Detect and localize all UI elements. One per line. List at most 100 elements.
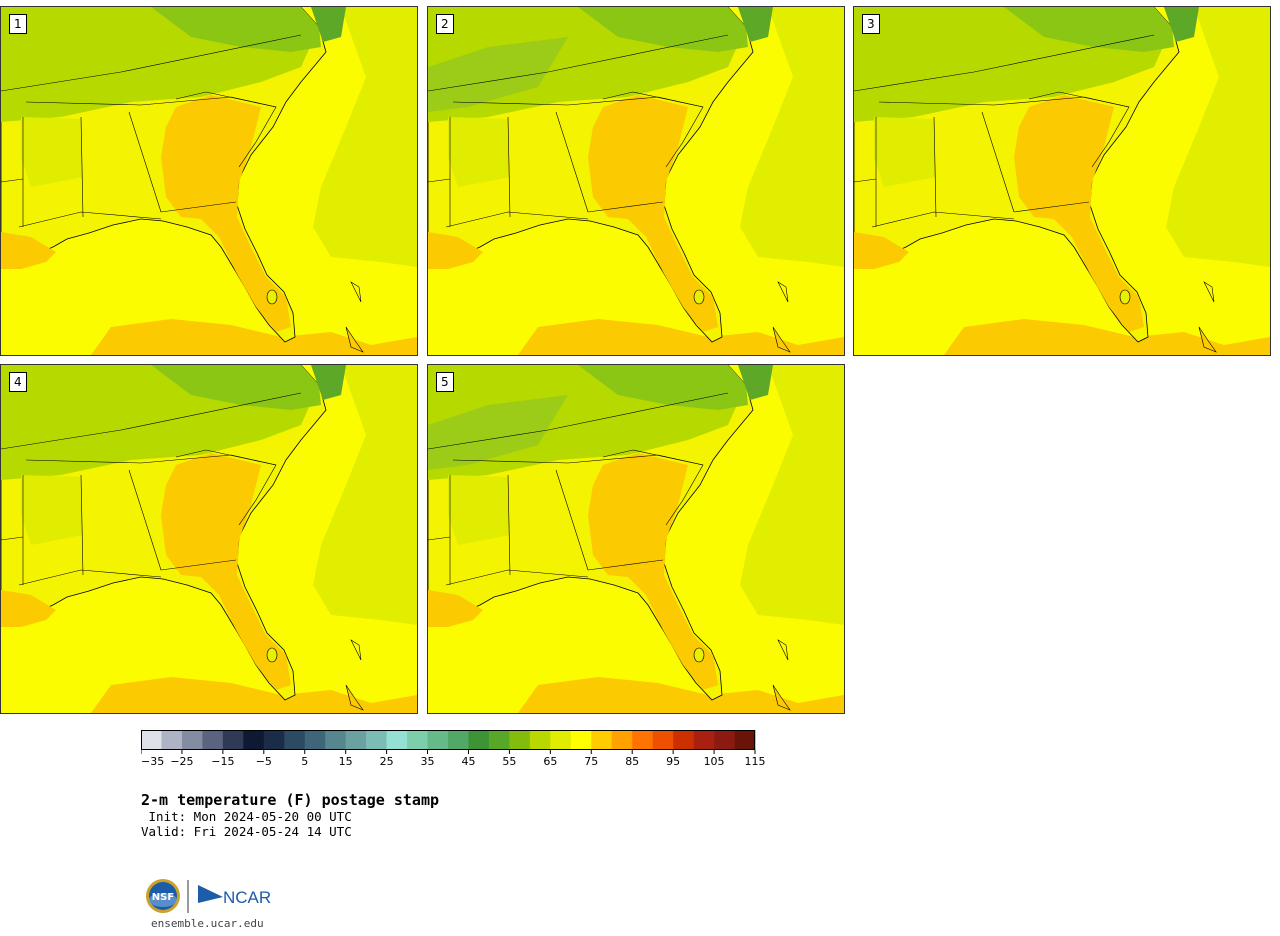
colorbar-swatch xyxy=(243,730,265,750)
colorbar-swatch xyxy=(734,730,756,750)
atlantic-cool-band xyxy=(740,7,844,267)
colorbar-tick-label: −5 xyxy=(256,755,272,768)
state-border xyxy=(18,211,162,228)
state-border xyxy=(602,91,704,168)
state-border xyxy=(80,116,84,218)
member-panel-3: 3 xyxy=(853,6,1271,356)
colorbar-swatch xyxy=(468,730,490,750)
warm-interior-region xyxy=(588,453,718,690)
colorbar-swatch xyxy=(161,730,183,750)
member-panel-2: 2 xyxy=(427,6,845,356)
state-border xyxy=(428,178,451,183)
colorbar-swatch xyxy=(345,730,367,750)
colorbar-swatch xyxy=(693,730,715,750)
colorbar-swatch xyxy=(263,730,285,750)
state-border xyxy=(1,392,302,450)
bahamas-island xyxy=(350,281,362,303)
colorbar-swatch xyxy=(181,730,203,750)
west-cool-region xyxy=(428,37,568,112)
panel-label-5: 5 xyxy=(436,372,454,392)
state-border xyxy=(507,116,511,218)
member-panel-1: 1 xyxy=(0,6,418,356)
warm-interior-region xyxy=(588,95,718,332)
colorbar-tick-label: 65 xyxy=(543,755,557,768)
colorbar-tick-label: 15 xyxy=(339,755,353,768)
state-border xyxy=(128,469,162,571)
state-border xyxy=(981,111,1015,213)
state-border xyxy=(587,201,664,213)
colorbar-tick-label: 55 xyxy=(502,755,516,768)
gulf-warm-band xyxy=(91,319,417,355)
panel-label-3: 3 xyxy=(862,14,880,34)
mid-land-patch xyxy=(21,117,83,187)
temperature-map-2 xyxy=(428,7,844,355)
nsf-logo: NSF xyxy=(146,879,180,913)
colorbar-swatch xyxy=(509,730,531,750)
louisiana-warm xyxy=(428,232,483,269)
colorbar-swatch xyxy=(386,730,408,750)
colorbar-swatch xyxy=(714,730,735,750)
state-border xyxy=(80,474,84,576)
temperature-map-5 xyxy=(428,365,844,713)
colorbar-border xyxy=(141,730,755,750)
state-border xyxy=(1013,201,1090,213)
lake-okeechobee xyxy=(693,647,705,663)
colorbar-tick-label: 105 xyxy=(704,755,725,768)
bahamas-island xyxy=(777,281,789,303)
state-border xyxy=(160,559,237,571)
state-border xyxy=(445,211,589,228)
colorbar-swatch xyxy=(570,730,592,750)
nsf-logo-text: NSF xyxy=(152,892,174,903)
init-time: Init: Mon 2024-05-20 00 UTC xyxy=(141,809,352,824)
temperature-colorbar: −35 −25 −15 −5 5 15 25 35 45 55 65 75 85 95 105 115 xyxy=(141,730,766,768)
state-border xyxy=(1,34,302,92)
bahamas-island xyxy=(350,639,362,661)
mid-land-patch xyxy=(448,475,510,545)
colorbar-tick-label: −15 xyxy=(211,755,234,768)
colorbar-tick-label: 95 xyxy=(666,755,680,768)
state-border xyxy=(1,178,24,183)
colorbar-swatch xyxy=(325,730,346,750)
state-border xyxy=(428,392,729,450)
colorbar-tick-label: 45 xyxy=(461,755,475,768)
panel-label-1: 1 xyxy=(9,14,27,34)
atlantic-cool-band xyxy=(740,365,844,625)
state-border xyxy=(160,201,237,213)
louisiana-warm xyxy=(854,232,909,269)
figure-title: 2-m temperature (F) postage stamp xyxy=(141,791,440,809)
colorbar-tick-label: −25 xyxy=(170,755,193,768)
colorbar-swatch xyxy=(202,730,224,750)
member-panel-5: 5 xyxy=(427,364,845,714)
colorbar-swatch xyxy=(632,730,653,750)
state-border xyxy=(933,116,937,218)
colorbar-swatch xyxy=(407,730,428,750)
chesapeake-cool xyxy=(311,7,346,42)
bahamas-island xyxy=(1198,326,1217,353)
site-url: ensemble.ucar.edu xyxy=(151,917,264,930)
colorbar-swatch xyxy=(529,730,551,750)
gulf-warm-band xyxy=(518,677,844,713)
chesapeake-cool xyxy=(311,365,346,400)
colorbar-tick-label: −35 xyxy=(141,755,164,768)
colorbar-swatch xyxy=(488,730,510,750)
ncar-logo: NCAR xyxy=(198,885,271,907)
lake-okeechobee xyxy=(266,289,278,305)
state-border xyxy=(1028,91,1130,168)
lake-okeechobee xyxy=(266,647,278,663)
colorbar-tick-label: 5 xyxy=(301,755,308,768)
colorbar-swatch xyxy=(304,730,326,750)
louisiana-warm xyxy=(1,232,56,269)
colorbar-tick-label: 75 xyxy=(584,755,598,768)
chesapeake-cool xyxy=(738,7,773,42)
lake-okeechobee xyxy=(693,289,705,305)
colorbar-swatch xyxy=(141,730,162,750)
colorbar-swatch xyxy=(652,730,674,750)
colorbar-tick-label: 115 xyxy=(745,755,766,768)
state-border xyxy=(602,449,704,526)
temperature-map-1 xyxy=(1,7,417,355)
state-border xyxy=(854,178,877,183)
mountain-cool-region xyxy=(1004,7,1174,52)
mountain-cool-region xyxy=(578,365,748,410)
chesapeake-cool xyxy=(1164,7,1199,42)
panel-label-2: 2 xyxy=(436,14,454,34)
